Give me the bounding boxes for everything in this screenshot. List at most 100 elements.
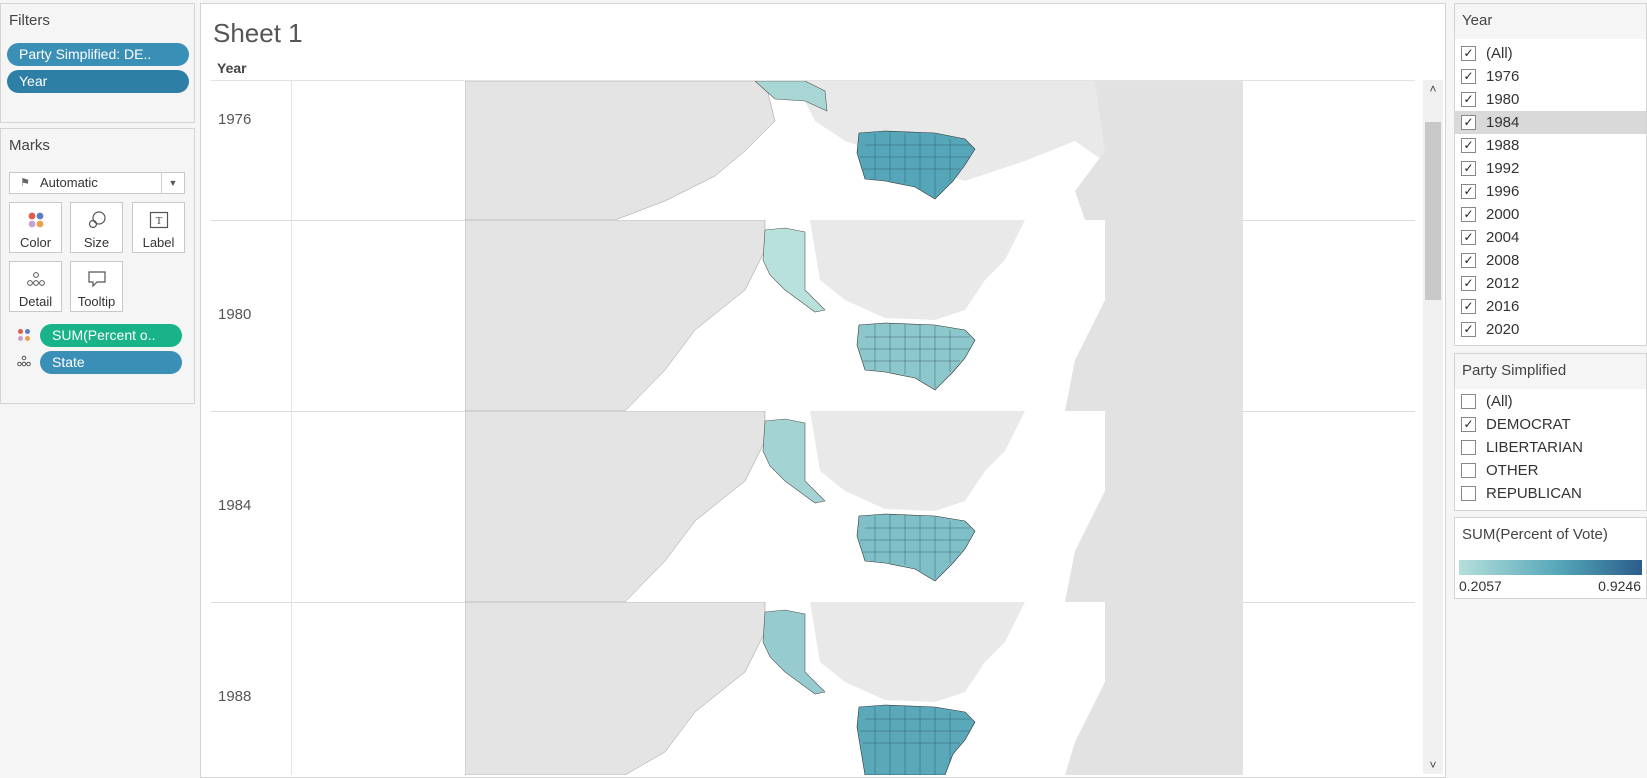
year-filter-item[interactable]: ✓ 1980 xyxy=(1455,88,1646,111)
party-filter-item[interactable]: ✓ DEMOCRAT xyxy=(1455,413,1646,436)
party-filter-item-label: REPUBLICAN xyxy=(1486,485,1582,502)
checkbox[interactable]: ✓ xyxy=(1461,322,1476,337)
year-filter-item[interactable]: ✓ 1992 xyxy=(1455,157,1646,180)
scrollbar-thumb[interactable] xyxy=(1425,122,1441,300)
year-filter-item-label: 1984 xyxy=(1486,114,1520,131)
year-column-header[interactable]: Year xyxy=(217,60,247,76)
row-header[interactable]: 1980 xyxy=(211,220,292,411)
checkbox[interactable]: ✓ xyxy=(1461,253,1476,268)
chevron-down-icon[interactable]: ▼ xyxy=(161,173,184,193)
detail-button[interactable]: Detail xyxy=(9,261,62,312)
row-label: 1984 xyxy=(218,497,252,514)
year-filter-title: Year xyxy=(1455,4,1646,39)
filter-pill-party[interactable]: Party Simplified: DE.. xyxy=(7,43,189,66)
sheet-title: Sheet 1 xyxy=(213,18,303,48)
filter-pill-year[interactable]: Year xyxy=(7,70,189,93)
checkbox[interactable] xyxy=(1461,440,1476,455)
tooltip-label: Tooltip xyxy=(77,294,116,309)
year-filter-item[interactable]: ✓ 2004 xyxy=(1455,226,1646,249)
year-filter-item-label: 1996 xyxy=(1486,183,1520,200)
legend-min: 0.2057 xyxy=(1459,578,1502,594)
grid-row: 1976 . xyxy=(211,81,1415,221)
party-filter-item[interactable]: OTHER xyxy=(1455,459,1646,482)
label-icon: T xyxy=(133,207,184,233)
checkbox[interactable] xyxy=(1461,394,1476,409)
legend-gradient-bar xyxy=(1459,560,1642,575)
row-header[interactable]: 1988 xyxy=(211,602,292,775)
size-icon xyxy=(71,207,122,233)
year-filter-item[interactable]: ✓ (All) xyxy=(1455,42,1646,65)
detail-field-pill[interactable]: State xyxy=(40,351,182,374)
color-field-pill[interactable]: SUM(Percent o.. xyxy=(40,324,182,347)
checkbox[interactable]: ✓ xyxy=(1461,115,1476,130)
tooltip-button[interactable]: Tooltip xyxy=(70,261,123,312)
checkbox[interactable]: ✓ xyxy=(1461,92,1476,107)
year-filter-item[interactable]: ✓ 2016 xyxy=(1455,295,1646,318)
party-filter-item[interactable]: (All) xyxy=(1455,390,1646,413)
checkbox[interactable]: ✓ xyxy=(1461,299,1476,314)
grid-row: 1988 xyxy=(211,602,1415,775)
year-filter-item[interactable]: ✓ 1976 xyxy=(1455,65,1646,88)
size-label: Size xyxy=(83,235,110,250)
checkbox[interactable]: ✓ xyxy=(1461,184,1476,199)
row-label: 1976 xyxy=(218,111,252,128)
party-filter-title: Party Simplified xyxy=(1455,354,1646,389)
row-label: 1980 xyxy=(218,306,252,323)
svg-text:T: T xyxy=(155,215,162,227)
scroll-up-icon[interactable]: ˄ xyxy=(1429,82,1437,96)
year-filter-item[interactable]: ✓ 2008 xyxy=(1455,249,1646,272)
checkbox[interactable]: ✓ xyxy=(1461,161,1476,176)
vertical-scrollbar[interactable]: ˄ ˅ xyxy=(1423,80,1443,774)
year-filter-item-label: 2000 xyxy=(1486,206,1520,223)
map-pane[interactable] xyxy=(465,602,1243,775)
checkbox[interactable] xyxy=(1461,463,1476,478)
label-label: Label xyxy=(142,235,175,250)
year-filter-item[interactable]: ✓ 1988 xyxy=(1455,134,1646,157)
year-filter-card: Year ✓ (All) ✓ 1976 ✓ 1980 ✓ 1984 ✓ 1988 ✓ 1992 ✓ 199… xyxy=(1454,3,1647,346)
year-filter-item[interactable]: ✓ 1996 xyxy=(1455,180,1646,203)
party-filter-item[interactable]: REPUBLICAN xyxy=(1455,482,1646,505)
year-filter-item-label: 2016 xyxy=(1486,298,1520,315)
map-pane[interactable] xyxy=(465,220,1243,411)
color-button[interactable]: Color xyxy=(9,202,62,253)
checkbox[interactable]: ✓ xyxy=(1461,138,1476,153)
checkbox[interactable]: ✓ xyxy=(1461,276,1476,291)
year-filter-item[interactable]: ✓ 1984 xyxy=(1455,111,1646,134)
detail-shelf-icon xyxy=(17,355,31,370)
row-header[interactable]: 1984 xyxy=(211,411,292,602)
grid-row: 1980 xyxy=(211,220,1415,412)
checkbox[interactable]: ✓ xyxy=(1461,230,1476,245)
mark-type-dropdown[interactable]: ⚑ Automatic ▼ xyxy=(9,172,185,194)
checkbox[interactable]: ✓ xyxy=(1461,69,1476,84)
map-grid: 1976 . 1980 xyxy=(211,80,1415,775)
filters-title: Filters xyxy=(9,12,50,29)
map-pane[interactable] xyxy=(465,411,1243,602)
grid-row: 1984 xyxy=(211,411,1415,603)
checkbox[interactable]: ✓ xyxy=(1461,207,1476,222)
year-filter-item-label: (All) xyxy=(1486,45,1513,62)
party-filter-item-label: DEMOCRAT xyxy=(1486,416,1571,433)
year-filter-item[interactable]: ✓ 2020 xyxy=(1455,318,1646,341)
row-header[interactable]: 1976 xyxy=(211,81,292,220)
size-button[interactable]: Size xyxy=(70,202,123,253)
year-filter-item-label: 2008 xyxy=(1486,252,1520,269)
year-filter-item-label: 2004 xyxy=(1486,229,1520,246)
color-shelf-icon xyxy=(17,328,31,345)
marks-title: Marks xyxy=(9,137,50,154)
year-filter-item[interactable]: ✓ 2000 xyxy=(1455,203,1646,226)
party-filter-item-label: LIBERTARIAN xyxy=(1486,439,1583,456)
party-filter-item[interactable]: LIBERTARIAN xyxy=(1455,436,1646,459)
year-filter-item[interactable]: ✓ 2012 xyxy=(1455,272,1646,295)
filters-shelf: Filters Party Simplified: DE.. Year xyxy=(0,3,195,123)
checkbox[interactable]: ✓ xyxy=(1461,417,1476,432)
checkbox[interactable]: ✓ xyxy=(1461,46,1476,61)
map-pane[interactable]: . xyxy=(465,81,1243,220)
label-button[interactable]: T Label xyxy=(132,202,185,253)
scroll-down-icon[interactable]: ˅ xyxy=(1429,758,1437,772)
year-filter-item-label: 1992 xyxy=(1486,160,1520,177)
mark-type-value: Automatic xyxy=(40,175,98,190)
legend-title: SUM(Percent of Vote) xyxy=(1455,518,1646,553)
checkbox[interactable] xyxy=(1461,486,1476,501)
year-filter-item-label: 1976 xyxy=(1486,68,1520,85)
worksheet: Sheet 1 Year 1976 . 1980 xyxy=(200,3,1446,778)
